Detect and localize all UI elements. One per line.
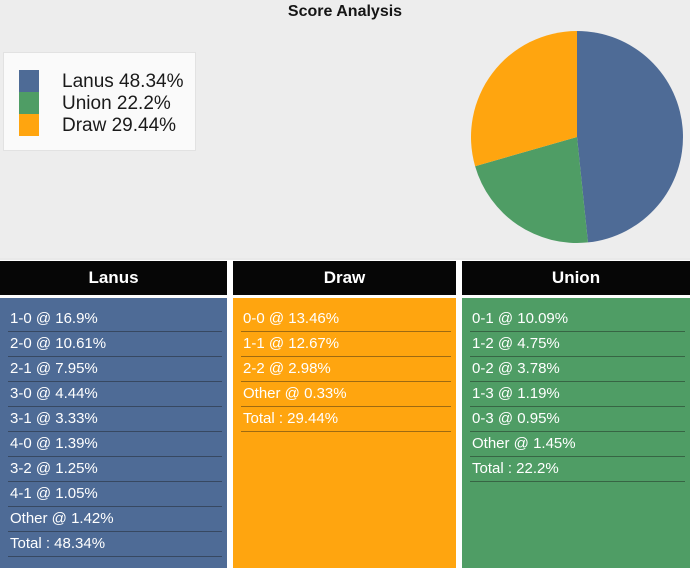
table-row: 0-2 @ 3.78% [470, 357, 685, 382]
table-row: 1-1 @ 12.67% [241, 332, 451, 357]
table-body: 1-0 @ 16.9% 2-0 @ 10.61% 2-1 @ 7.95% 3-0 @ … [0, 298, 227, 568]
pie-slice-lanus [577, 31, 683, 243]
score-tables: Lanus 1-0 @ 16.9% 2-0 @ 10.61% 2-1 @ 7.95%… [0, 258, 690, 568]
pie-slice-draw [471, 31, 577, 167]
table-row: 4-0 @ 1.39% [8, 432, 222, 457]
table-row: 4-1 @ 1.05% [8, 482, 222, 507]
table-row: 3-0 @ 4.44% [8, 382, 222, 407]
table-row: Total : 22.2% [470, 457, 685, 482]
legend-item-label: Lanus 48.34% [62, 70, 184, 92]
table-row: 2-2 @ 2.98% [241, 357, 451, 382]
table-row: Other @ 0.33% [241, 382, 451, 407]
table-row: Total : 48.34% [8, 532, 222, 557]
legend: Lanus 48.34% Union 22.2% Draw 29.44% [3, 52, 196, 151]
score-table-draw: Draw 0-0 @ 13.46% 1-1 @ 12.67% 2-2 @ 2.98%… [233, 260, 456, 568]
legend-item: Draw 29.44% [19, 114, 195, 136]
table-body: 0-1 @ 10.09% 1-2 @ 4.75% 0-2 @ 3.78% 1-3 @ … [462, 298, 690, 568]
pie-slice-union [475, 137, 588, 243]
table-header: Union [462, 260, 690, 298]
table-row: 1-0 @ 16.9% [8, 307, 222, 332]
table-row: 2-1 @ 7.95% [8, 357, 222, 382]
chart-area: Score Analysis Lanus 48.34% Union 22.2% Dr… [0, 0, 690, 258]
table-row: 0-3 @ 0.95% [470, 407, 685, 432]
table-row: 3-2 @ 1.25% [8, 457, 222, 482]
table-header: Draw [233, 260, 456, 298]
legend-item: Lanus 48.34% [19, 70, 195, 92]
legend-swatch-draw [19, 114, 39, 136]
table-body: 0-0 @ 13.46% 1-1 @ 12.67% 2-2 @ 2.98% Other… [233, 298, 456, 568]
pie-chart [471, 31, 683, 243]
table-row: 1-2 @ 4.75% [470, 332, 685, 357]
table-row: 3-1 @ 3.33% [8, 407, 222, 432]
legend-item-label: Draw 29.44% [62, 114, 177, 136]
table-row: 0-0 @ 13.46% [241, 307, 451, 332]
chart-title: Score Analysis [287, 3, 403, 20]
legend-swatch-union [19, 92, 39, 114]
table-row: Total : 29.44% [241, 407, 451, 432]
legend-swatch-lanus [19, 70, 39, 92]
legend-item: Union 22.2% [19, 92, 195, 114]
score-table-union: Union 0-1 @ 10.09% 1-2 @ 4.75% 0-2 @ 3.78%… [462, 260, 690, 568]
score-table-lanus: Lanus 1-0 @ 16.9% 2-0 @ 10.61% 2-1 @ 7.95%… [0, 260, 227, 568]
pie-chart-container [470, 30, 684, 244]
table-header: Lanus [0, 260, 227, 298]
legend-item-label: Union 22.2% [62, 92, 171, 114]
table-row: Other @ 1.42% [8, 507, 222, 532]
table-row: Other @ 1.45% [470, 432, 685, 457]
table-row: 0-1 @ 10.09% [470, 307, 685, 332]
table-row: 2-0 @ 10.61% [8, 332, 222, 357]
table-row: 1-3 @ 1.19% [470, 382, 685, 407]
